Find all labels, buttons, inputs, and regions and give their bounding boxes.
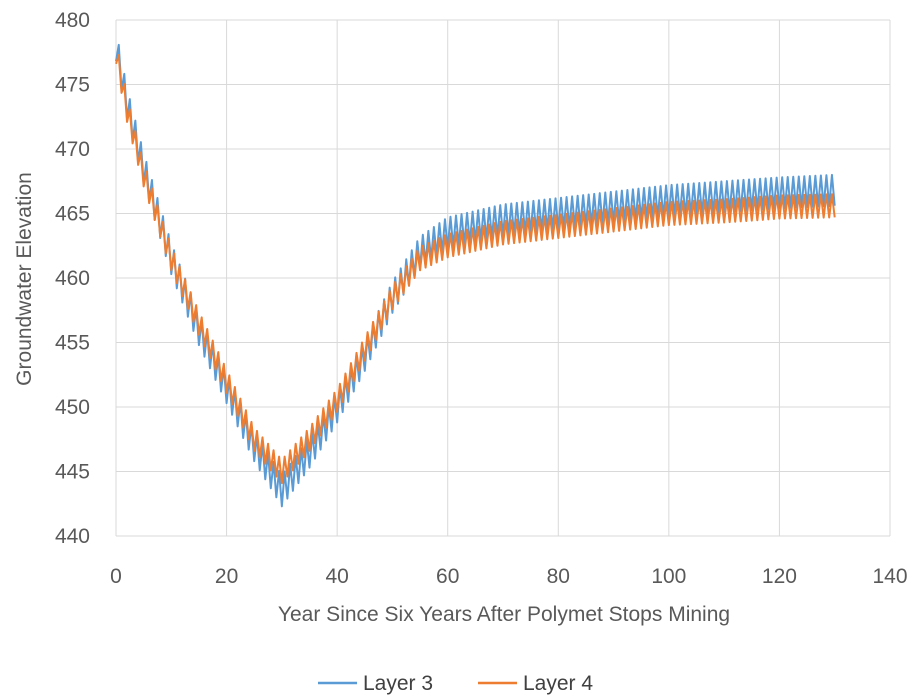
y-tick-label: 455 [55, 332, 90, 355]
y-tick-label: 470 [55, 138, 90, 161]
y-tick-label: 475 [55, 74, 90, 97]
y-tick-label: 445 [55, 461, 90, 484]
x-tick-label: 120 [762, 565, 797, 588]
y-axis-title: Groundwater Elevation [13, 172, 36, 386]
y-tick-label: 450 [55, 396, 90, 419]
series-line-layer-3 [115, 43, 836, 508]
x-axis-title: Year Since Six Years After Polymet Stops… [278, 603, 730, 626]
series-line-layer-4 [115, 54, 836, 485]
legend-label-layer-4: Layer 4 [523, 672, 593, 695]
legend-label-layer-3: Layer 3 [363, 672, 433, 695]
gridlines [115, 19, 891, 537]
x-tick-label: 140 [872, 565, 907, 588]
y-tick-label: 465 [55, 203, 90, 226]
x-tick-label: 100 [651, 565, 686, 588]
y-tick-label: 480 [55, 9, 90, 32]
x-tick-label: 20 [215, 565, 238, 588]
x-tick-label: 40 [325, 565, 348, 588]
tick-labels: 0 20 40 60 80 100 120 140 440 445 450 455 460 465 470 4… [55, 9, 908, 588]
x-tick-label: 80 [547, 565, 570, 588]
x-tick-label: 0 [110, 565, 122, 588]
x-tick-label: 60 [436, 565, 459, 588]
y-tick-label: 440 [55, 525, 90, 548]
legend: Layer 3 Layer 4 [318, 672, 593, 695]
y-tick-label: 460 [55, 267, 90, 290]
series-lines [115, 43, 836, 508]
